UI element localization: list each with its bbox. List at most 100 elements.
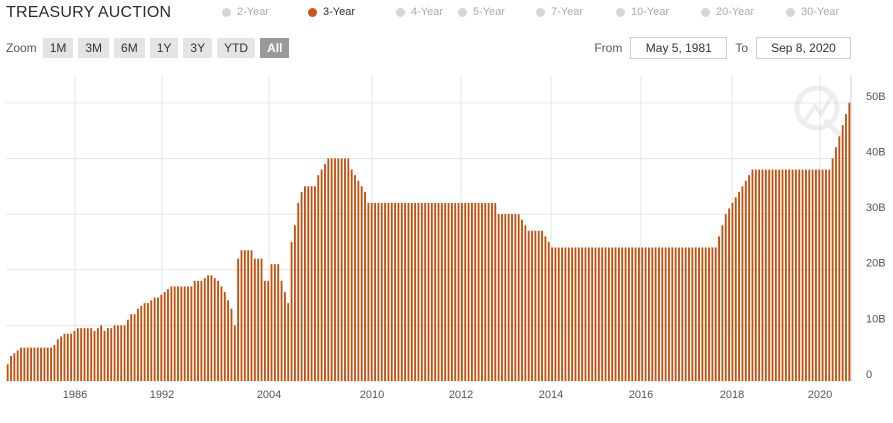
bar[interactable] [207, 275, 209, 381]
bar[interactable] [607, 247, 610, 381]
bar[interactable] [16, 350, 19, 381]
bar[interactable] [247, 250, 250, 381]
bar[interactable] [23, 347, 26, 381]
bar[interactable] [831, 158, 834, 381]
bar[interactable] [270, 264, 273, 381]
bar[interactable] [180, 286, 183, 381]
bar[interactable] [277, 264, 280, 381]
bar[interactable] [811, 169, 814, 381]
bar[interactable] [130, 314, 133, 381]
bar[interactable] [594, 247, 597, 381]
bar[interactable] [147, 303, 149, 381]
bar[interactable] [237, 258, 240, 381]
bar[interactable] [187, 286, 189, 381]
bar[interactable] [604, 247, 607, 381]
bar[interactable] [327, 158, 330, 381]
bar[interactable] [591, 247, 594, 381]
bar[interactable] [140, 305, 143, 381]
bar[interactable] [50, 347, 53, 381]
bar[interactable] [123, 325, 126, 381]
bar[interactable] [227, 300, 230, 381]
bar[interactable] [517, 214, 520, 381]
bar[interactable] [584, 247, 587, 381]
bar[interactable] [507, 214, 510, 381]
bar[interactable] [494, 202, 497, 381]
bar[interactable] [200, 280, 203, 381]
bar[interactable] [577, 247, 580, 381]
bar[interactable] [574, 247, 577, 381]
bar[interactable] [684, 247, 687, 381]
bar[interactable] [440, 202, 443, 381]
bar[interactable] [347, 158, 350, 381]
bar[interactable] [688, 247, 690, 381]
bar[interactable] [217, 280, 220, 381]
bar[interactable] [377, 202, 380, 381]
bar[interactable] [293, 225, 296, 381]
bar[interactable] [781, 169, 784, 381]
bar[interactable] [283, 291, 286, 381]
bar[interactable] [340, 158, 343, 381]
bar[interactable] [678, 247, 680, 381]
bar[interactable] [691, 247, 694, 381]
bar[interactable] [13, 353, 16, 381]
bar[interactable] [450, 202, 453, 381]
bar[interactable] [638, 247, 640, 381]
bar[interactable] [815, 169, 817, 381]
bar[interactable] [531, 230, 533, 381]
bar[interactable] [157, 297, 159, 381]
bar[interactable] [708, 247, 710, 381]
legend-item-7-year[interactable]: 7-Year [536, 6, 616, 18]
bar[interactable] [414, 202, 417, 381]
bar[interactable] [120, 325, 123, 381]
legend-item-30-year[interactable]: 30-Year [786, 6, 856, 18]
bar[interactable] [641, 247, 644, 381]
bar[interactable] [153, 297, 156, 381]
bar[interactable] [838, 136, 841, 381]
bar[interactable] [133, 314, 136, 381]
bar[interactable] [477, 202, 480, 381]
bar[interactable] [671, 247, 674, 381]
bar[interactable] [243, 250, 246, 381]
bar[interactable] [197, 280, 199, 381]
bar[interactable] [170, 286, 173, 381]
bar[interactable] [167, 289, 169, 381]
bar[interactable] [497, 214, 500, 381]
bar[interactable] [137, 308, 139, 381]
bar[interactable] [818, 169, 821, 381]
bar[interactable] [300, 191, 303, 381]
bar[interactable] [557, 247, 560, 381]
bar[interactable] [53, 344, 56, 381]
bar[interactable] [821, 169, 824, 381]
bar[interactable] [177, 286, 179, 381]
bar[interactable] [644, 247, 647, 381]
bar[interactable] [714, 247, 717, 381]
bar[interactable] [86, 328, 89, 381]
bar[interactable] [43, 347, 46, 381]
bar[interactable] [220, 286, 223, 381]
bar[interactable] [400, 202, 403, 381]
zoom-button-1y[interactable]: 1Y [149, 38, 179, 58]
bar[interactable] [190, 286, 193, 381]
bar[interactable] [56, 339, 59, 381]
bar[interactable] [754, 169, 757, 381]
bar[interactable] [410, 202, 413, 381]
bar[interactable] [310, 186, 313, 381]
bar[interactable] [46, 347, 49, 381]
bar[interactable] [828, 169, 831, 381]
bar[interactable] [704, 247, 707, 381]
bar[interactable] [210, 275, 213, 381]
bar[interactable] [290, 241, 293, 381]
bar[interactable] [611, 247, 614, 381]
bar[interactable] [514, 214, 517, 381]
bar[interactable] [718, 236, 720, 381]
bar[interactable] [728, 208, 731, 381]
bar[interactable] [841, 125, 844, 381]
bar[interactable] [541, 230, 543, 381]
bar[interactable] [263, 280, 266, 381]
bar[interactable] [741, 186, 744, 381]
bar[interactable] [778, 169, 781, 381]
bar[interactable] [267, 280, 270, 381]
bar[interactable] [213, 278, 216, 381]
bar[interactable] [203, 278, 206, 381]
bar[interactable] [481, 202, 483, 381]
